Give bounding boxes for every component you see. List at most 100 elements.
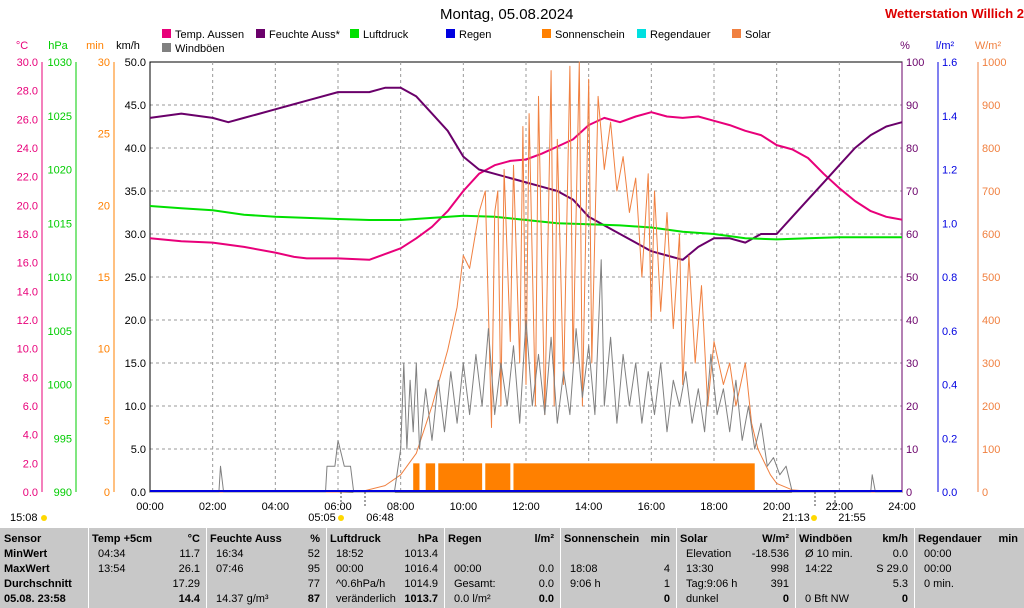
sunshine-bar [438,463,483,492]
stats-column: Temp +5cm °C 04:34 11.7 13:54 26.1 17.29 14.4 [88,528,206,608]
sun-events: 15:08 05:05 06:48 21:13 21:55 [10,492,866,524]
stats-cell-value: 0.0 [538,563,554,575]
axis-tick-rain: 0.6 [942,326,957,338]
axis-tick-min: 15 [98,272,110,284]
axis-tick-wind: 35.0 [125,186,146,198]
stats-cell-label: 14.37 g/m³ [216,593,269,605]
stats-separator [676,528,677,608]
stats-row: 14.4 [88,593,206,606]
axis-tick-rain: 0.0 [942,487,957,499]
stats-cell-value: % [310,533,320,545]
axis-tick-pressure: 1010 [48,272,72,284]
axis-tick-humidity: 30 [906,358,918,370]
legend-label: Temp. Aussen [175,29,244,41]
plot-border [149,61,903,493]
stats-row: 00:00 [914,548,1024,561]
stats-column: Sonnenschein min 18:08 4 9:06 h 1 0 [560,528,676,608]
axis-tick-temp: 22.0 [17,172,38,184]
stats-row: Tag:9:06 h 391 [676,578,795,591]
stats-column: Windböen km/h Ø 10 min. 0.0 14:22 S 29.0 5.3 0 … [795,528,914,608]
x-tick-label: 12:00 [512,501,540,513]
sun-marker [338,515,344,521]
axis-tick-wind: 25.0 [125,272,146,284]
series-line-solar [150,61,902,493]
sunset-time: 21:13 [782,512,810,524]
stats-row: 0 [560,593,676,606]
stats-row: 0.0 l/m² 0.0 [444,593,560,606]
stats-cell-value: 998 [770,563,789,575]
stats-cell-label: 05.08. 23:58 [4,593,66,605]
stats-row [560,548,676,561]
stats-cell-value: min [998,533,1018,545]
stats-row: Elevation -18.536 [676,548,795,561]
stats-row: 00:00 1016.4 [326,563,444,576]
axis-tick-temp: 26.0 [17,114,38,126]
axis-tick-pressure: 1005 [48,326,72,338]
stats-cell-value: 1016.4 [404,563,438,575]
sunshine-bar [485,463,511,492]
axis-tick-temp: 18.0 [17,229,38,241]
stats-separator [88,528,89,608]
stats-row: 0 Bft NW 0 [795,593,914,606]
axis-unit-solar: W/m² [975,40,1002,52]
stats-cell-label: MinWert [4,548,48,560]
moon-rise-time: 15:08 [10,512,38,524]
axis-tick-temp: 4.0 [23,430,38,442]
axis-tick-wind: 10.0 [125,401,146,413]
sun-marker [811,515,817,521]
stats-row: MaxWert [0,563,88,576]
chart-series [149,61,903,493]
axis-tick-solar: 600 [982,229,1000,241]
axis-tick-solar: 0 [982,487,988,499]
axis-tick-wind: 0.0 [131,487,146,499]
axis-tick-humidity: 20 [906,401,918,413]
stats-separator [206,528,207,608]
stats-row: 14.37 g/m³ 87 [206,593,326,606]
stats-cell-value: 0.0 [892,548,908,560]
x-tick-label: 14:00 [575,501,603,513]
axis-tick-rain: 0.8 [942,272,957,284]
stats-cell-value: hPa [417,533,438,545]
axis-unit-pressure: hPa [48,40,68,52]
stats-header: Windböen km/h [795,533,914,546]
stats-header: Sensor [0,533,88,546]
stats-column: Solar W/m² Elevation -18.536 13:30 998 Tag:9:0… [676,528,795,608]
stats-separator [326,528,327,608]
stats-header: Feuchte Auss% [206,533,326,546]
axis-tick-solar: 200 [982,401,1000,413]
axis-tick-temp: 10.0 [17,344,38,356]
stats-cell-label: MaxWert [4,563,50,575]
axis-tick-wind: 20.0 [125,315,146,327]
stats-cell-label: Durchschnitt [4,578,72,590]
axis-tick-temp: 20.0 [17,200,38,212]
chart-title: Montag, 05.08.2024 [440,6,574,23]
stats-row [444,548,560,561]
stats-cell-value: 391 [770,578,789,590]
axis-tick-humidity: 100 [906,57,924,69]
stats-cell-label: 13:54 [98,563,126,575]
stats-row: 5.3 [795,578,914,591]
stats-cell-label: 07:46 [216,563,244,575]
chart-legend: Temp. Aussen Feuchte Auss* Luftdruck Regen S… [162,29,771,55]
stats-cell-value: 0 [663,593,670,605]
axis-tick-rain: 1.0 [942,218,957,230]
axis-unit-min: min [86,40,104,52]
stats-row: 18:52 1013.4 [326,548,444,561]
axis-tick-humidity: 40 [906,315,918,327]
stats-header: Regendauer min [914,533,1024,546]
civil-dusk-time: 21:55 [838,512,866,524]
stats-cell-value: min [650,533,670,545]
stats-cell-label: 0 min. [924,578,954,590]
axis-tick-temp: 2.0 [23,458,38,470]
x-tick-label: 02:00 [199,501,227,513]
axis-tick-solar: 800 [982,143,1000,155]
series-line-temp-aussen [149,111,903,261]
axis-tick-pressure: 1015 [48,218,72,230]
axis-tick-wind: 30.0 [125,229,146,241]
stats-header: Sonnenschein min [560,533,676,546]
x-tick-label: 10:00 [450,501,478,513]
legend-swatch [256,29,265,38]
stats-row: 13:54 26.1 [88,563,206,576]
stats-cell-label: Temp +5cm [92,533,153,545]
stats-cell-value: 1013.4 [404,548,438,560]
